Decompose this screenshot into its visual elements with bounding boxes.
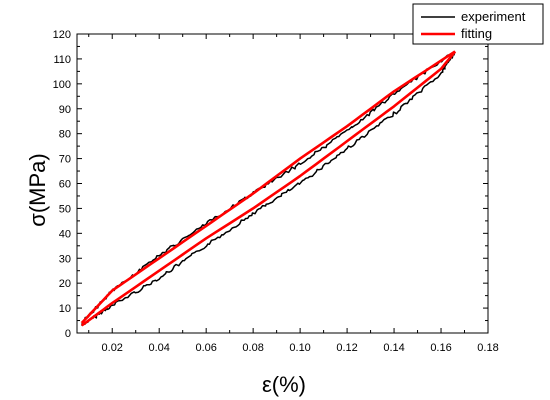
axes-layer: 0.02 0.04 0.06 0.08 0.10 0.12 0.14 0.16 0.18 0 10 2… [53, 29, 499, 354]
series-layer [80, 50, 457, 327]
series-fitting-unloading [80, 50, 456, 324]
y-tick-label: 120 [53, 29, 71, 41]
x-tick-label: 0.12 [336, 342, 357, 354]
plot-frame [76, 33, 489, 334]
legend-label-experiment: experiment [461, 9, 526, 24]
x-tick-label: 0.02 [102, 342, 123, 354]
x-axis-title: ε(%) [262, 372, 306, 397]
y-tick-label: 10 [59, 303, 71, 315]
x-tick-label: 0.10 [289, 342, 310, 354]
legend: experiment fitting [412, 3, 544, 45]
y-axis-title: σ(MPa) [25, 153, 50, 226]
y-tick-label: 0 [65, 328, 71, 340]
y-tick-label: 30 [59, 253, 71, 265]
y-tick-label: 50 [59, 203, 71, 215]
legend-label-fitting: fitting [461, 26, 492, 41]
legend-box [412, 3, 544, 45]
y-tick-label: 100 [53, 79, 71, 91]
x-tick-label: 0.04 [148, 342, 169, 354]
y-tick-label: 40 [59, 228, 71, 240]
x-tick-label: 0.18 [477, 342, 498, 354]
y-tick-label: 80 [59, 129, 71, 141]
y-tick-label: 90 [59, 104, 71, 116]
x-tick-label: 0.14 [383, 342, 404, 354]
series-experiment-loading [81, 52, 456, 326]
plot-area [76, 33, 489, 334]
y-tick-label: 60 [59, 179, 71, 191]
x-tick-label: 0.16 [430, 342, 451, 354]
x-tick-label: 0.06 [195, 342, 216, 354]
y-tick-label: 70 [59, 154, 71, 166]
series-fitting-loading [80, 50, 457, 327]
y-tick-label: 110 [53, 54, 71, 66]
series-experiment-unloading [81, 51, 456, 325]
x-tick-label: 0.08 [242, 342, 263, 354]
y-tick-label: 20 [59, 278, 71, 290]
